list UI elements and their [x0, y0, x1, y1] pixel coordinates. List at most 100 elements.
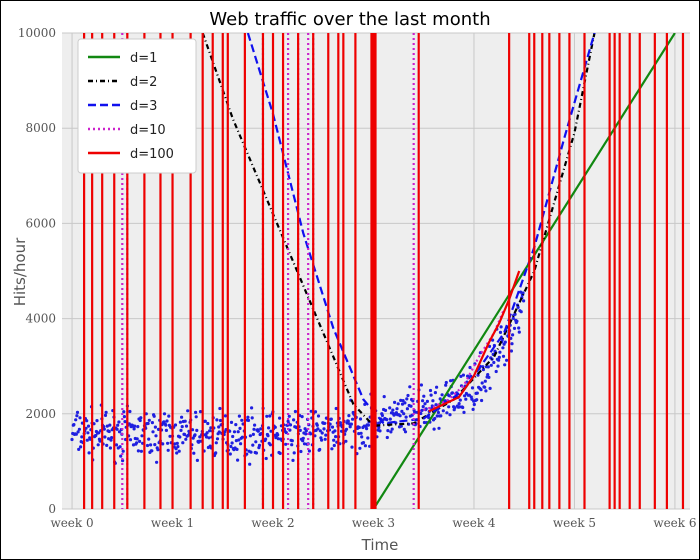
data-point [176, 445, 180, 449]
data-point [209, 426, 213, 430]
data-point [248, 434, 252, 438]
data-point [447, 405, 451, 409]
data-point [383, 408, 388, 412]
data-point [428, 388, 433, 393]
data-point [135, 437, 139, 441]
data-point [195, 428, 199, 432]
data-point [458, 405, 462, 409]
data-point [475, 398, 479, 402]
data-point [480, 398, 484, 403]
data-point [358, 446, 362, 450]
data-point [344, 427, 349, 431]
data-point [330, 447, 334, 451]
data-point [434, 403, 438, 407]
data-point [489, 363, 493, 367]
data-point [360, 435, 364, 439]
data-point [497, 355, 501, 359]
data-point [186, 409, 190, 413]
data-point [494, 369, 498, 374]
data-point [215, 418, 219, 422]
data-point [472, 402, 476, 407]
data-point [166, 448, 170, 452]
y-tick-label: 8000 [25, 121, 56, 135]
data-point [301, 439, 305, 443]
data-point [483, 385, 487, 389]
legend-entry: d=100 [130, 147, 174, 162]
data-point [193, 433, 197, 437]
data-point [348, 425, 352, 429]
data-point [391, 408, 395, 412]
data-point [256, 429, 260, 433]
data-point [107, 429, 111, 434]
y-tick-label: 6000 [25, 216, 56, 230]
data-point [497, 358, 501, 362]
data-point [128, 438, 133, 442]
data-point [117, 430, 122, 434]
data-point [458, 398, 462, 402]
data-point [229, 444, 233, 449]
data-point [156, 448, 160, 452]
data-point [320, 431, 324, 435]
data-point [309, 409, 313, 413]
data-point [206, 421, 210, 426]
x-tick-label: week 1 [151, 516, 194, 530]
data-point [177, 449, 181, 453]
data-point [464, 397, 468, 401]
data-point [146, 421, 150, 426]
data-point [184, 437, 188, 441]
data-point [438, 397, 442, 401]
data-point [479, 388, 483, 392]
data-point [284, 442, 288, 446]
data-point [168, 434, 172, 438]
data-point [94, 433, 98, 438]
data-point [344, 439, 348, 443]
data-point [181, 441, 185, 445]
data-point [238, 426, 242, 430]
data-point [324, 433, 328, 437]
data-point [128, 409, 132, 414]
data-point [232, 430, 237, 434]
data-point [388, 417, 392, 421]
data-point [162, 412, 167, 416]
data-point [164, 423, 168, 427]
series-line [372, 33, 676, 509]
data-point [86, 424, 91, 428]
data-point [388, 406, 392, 410]
data-point [334, 435, 338, 439]
data-point [194, 410, 198, 414]
data-point [436, 410, 440, 415]
data-point [154, 434, 158, 438]
data-point [351, 417, 355, 421]
data-point [462, 410, 466, 414]
data-point [316, 427, 320, 431]
data-point [102, 427, 106, 431]
x-axis-label: Time [361, 536, 399, 554]
data-point [385, 435, 389, 440]
data-point [173, 423, 178, 427]
series-line [428, 270, 521, 413]
data-point [517, 326, 521, 330]
data-point [402, 412, 406, 416]
data-point [173, 442, 177, 446]
data-point [290, 443, 294, 447]
data-point [315, 423, 319, 427]
data-point [138, 418, 142, 423]
data-point [109, 438, 113, 442]
data-point [269, 429, 273, 433]
data-point [411, 399, 415, 403]
data-point [179, 428, 183, 432]
data-point [448, 413, 452, 417]
data-point [110, 436, 114, 440]
data-point [75, 414, 79, 418]
data-point [287, 414, 291, 418]
x-tick-label: week 2 [251, 516, 294, 530]
data-point [119, 454, 123, 458]
data-point [118, 445, 122, 449]
data-point [307, 449, 311, 453]
legend-entry: d=3 [130, 99, 157, 114]
data-point [115, 427, 119, 431]
data-point [349, 422, 353, 426]
data-point [175, 451, 179, 455]
data-point [521, 291, 525, 295]
series-d-1 [372, 33, 676, 509]
